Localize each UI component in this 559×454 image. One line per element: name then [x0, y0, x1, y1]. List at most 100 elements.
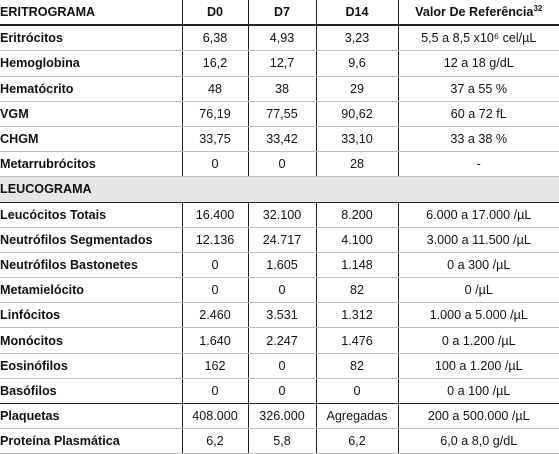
value-d14: 6,2 [315, 428, 398, 454]
value-d14: 1.476 [315, 327, 398, 354]
value-d7: 326.000 [247, 403, 316, 430]
value-d0: 1.640 [181, 327, 248, 354]
table-row-leucocitos-totais: Leucócitos Totais 16.400 32.100 8.200 6.000 … [0, 202, 559, 228]
value-d0: 0 [181, 252, 248, 279]
header-d14: D14 [315, 0, 398, 27]
table-row-linfocitos: Linfócitos 2.460 3.531 1.312 1.000 a 5.000 /… [0, 302, 559, 329]
parameter-name: Hematócrito [0, 76, 182, 102]
value-d0: 48 [181, 76, 248, 102]
table-row-vgm: VGM 76,19 77,55 90,62 60 a 72 fL [0, 101, 559, 127]
value-d7: 32.100 [247, 202, 316, 228]
table-row-proteina-plasmatica: Proteína Plasmática 6,2 5,8 6,2 6,0 a 8,0 g/… [0, 428, 559, 454]
reference-value: 0 /µL [397, 277, 559, 304]
value-d14: 9,6 [315, 50, 398, 77]
reference-value: 0 a 1.200 /µL [397, 327, 559, 354]
value-d14: 90,62 [315, 101, 398, 127]
value-d14: 1.312 [315, 302, 398, 329]
table-row-neutrofilos-bastonetes: Neutrófilos Bastonetes 0 1.605 1.148 0 a 300… [0, 252, 559, 279]
parameter-name: Metamielócito [0, 277, 182, 304]
header-reference-citation: 32 [533, 3, 543, 13]
value-d7: 0 [247, 353, 316, 379]
value-d7: 3.531 [247, 302, 316, 329]
parameter-name: Neutrófilos Segmentados [0, 227, 182, 253]
value-d14: 0 [315, 378, 398, 405]
value-d14: 1.148 [315, 252, 398, 279]
value-d14: 82 [315, 353, 398, 379]
reference-value: 12 a 18 g/dL [397, 50, 559, 77]
value-d14: 8.200 [315, 202, 398, 228]
reference-value: 3.000 a 11.500 /µL [397, 227, 559, 253]
table-header-row: ERITROGRAMA D0 D7 D14 Valor De Referênci… [0, 0, 559, 27]
header-reference: Valor De Referência32 [397, 0, 559, 27]
reference-value: 200 a 500.000 /µL [397, 403, 559, 430]
table-row-eosinofilos: Eosinófilos 162 0 82 100 a 1.200 /µL [0, 353, 559, 379]
parameter-name: Eosinófilos [0, 353, 182, 379]
reference-value: 5,5 a 8,5 x10⁶ cel/µL [397, 25, 559, 52]
value-d7: 5,8 [247, 428, 316, 454]
value-d14: 29 [315, 76, 398, 102]
value-d0: 0 [181, 277, 248, 304]
value-d0: 162 [181, 353, 248, 379]
value-d7: 12,7 [247, 50, 316, 77]
value-d14: 4.100 [315, 227, 398, 253]
value-d0: 16,2 [181, 50, 248, 77]
parameter-name: VGM [0, 101, 182, 127]
parameter-name: Neutrófilos Bastonetes [0, 252, 182, 279]
table-row-hemoglobina: Hemoglobina 16,2 12,7 9,6 12 a 18 g/dL [0, 50, 559, 77]
header-eritrograma: ERITROGRAMA [0, 0, 182, 27]
parameter-name: Basófilos [0, 378, 182, 405]
value-d7: 0 [247, 151, 316, 178]
header-d0: D0 [181, 0, 248, 27]
section-blank-cell [182, 176, 248, 203]
value-d7: 24.717 [247, 227, 316, 253]
value-d0: 408.000 [181, 403, 248, 430]
table-row-metarrubrocitos: Metarrubrócitos 0 0 28- [0, 151, 559, 178]
value-d0: 6,38 [181, 25, 248, 52]
table-row-metamielocito: Metamielócito 0 0 82 0 /µL [0, 277, 559, 304]
table-row-eritrocitos: Eritrócitos 6,38 4,93 3,23 5,5 a 8,5 x10⁶ ce… [0, 25, 559, 52]
value-d0: 76,19 [181, 101, 248, 127]
table-row-hematocrito: Hematócrito 48 38 29 37 a 55 % [0, 76, 559, 102]
table-row-monocitos: Monócitos 1.640 2.247 1.476 0 a 1.200 /µL [0, 327, 559, 354]
reference-value: 0 a 300 /µL [397, 252, 559, 279]
table-row-basofilos: Basófilos 0 0 0 0 a 100 /µL [0, 378, 559, 405]
value-d14: Agregadas [315, 403, 398, 430]
parameter-name: Eritrócitos [0, 25, 182, 52]
value-d0: 33,75 [181, 126, 248, 153]
value-d0: 0 [181, 378, 248, 405]
value-d14: 33,10 [315, 126, 398, 153]
section-blank-cell [316, 176, 398, 203]
leucograma-section-row: LEUCOGRAMA [0, 176, 559, 203]
value-d0: 16.400 [181, 202, 248, 228]
value-d14: 3,23 [315, 25, 398, 52]
value-d14: 82 [315, 277, 398, 304]
value-d7: 33,42 [247, 126, 316, 153]
header-reference-label: Valor De Referência [415, 5, 534, 20]
parameter-name: Hemoglobina [0, 50, 182, 77]
parameter-name: Metarrubrócitos [0, 151, 182, 178]
value-d7: 4,93 [247, 25, 316, 52]
parameter-name: CHGM [0, 126, 182, 153]
value-d14: 28 [315, 151, 398, 178]
value-d0: 2.460 [181, 302, 248, 329]
value-d0: 0 [181, 151, 248, 178]
reference-value: 1.000 a 5.000 /µL [397, 302, 559, 329]
reference-value: 0 a 100 /µL [397, 378, 559, 405]
section-blank-cell [248, 176, 316, 203]
value-d0: 6,2 [181, 428, 248, 454]
value-d7: 0 [247, 277, 316, 304]
parameter-name: Linfócitos [0, 302, 182, 329]
value-d7: 2.247 [247, 327, 316, 354]
value-d7: 77,55 [247, 101, 316, 127]
parameter-name: Monócitos [0, 327, 182, 354]
reference-value: 6.000 a 17.000 /µL [397, 202, 559, 228]
reference-value: 60 a 72 fL [397, 101, 559, 127]
table-row-plaquetas: Plaquetas 408.000 326.000 Agregadas 200 a 50… [0, 403, 559, 430]
parameter-name: Plaquetas [0, 403, 182, 430]
header-d7: D7 [247, 0, 316, 27]
value-d7: 1.605 [247, 252, 316, 279]
reference-value: 100 a 1.200 /µL [397, 353, 559, 379]
